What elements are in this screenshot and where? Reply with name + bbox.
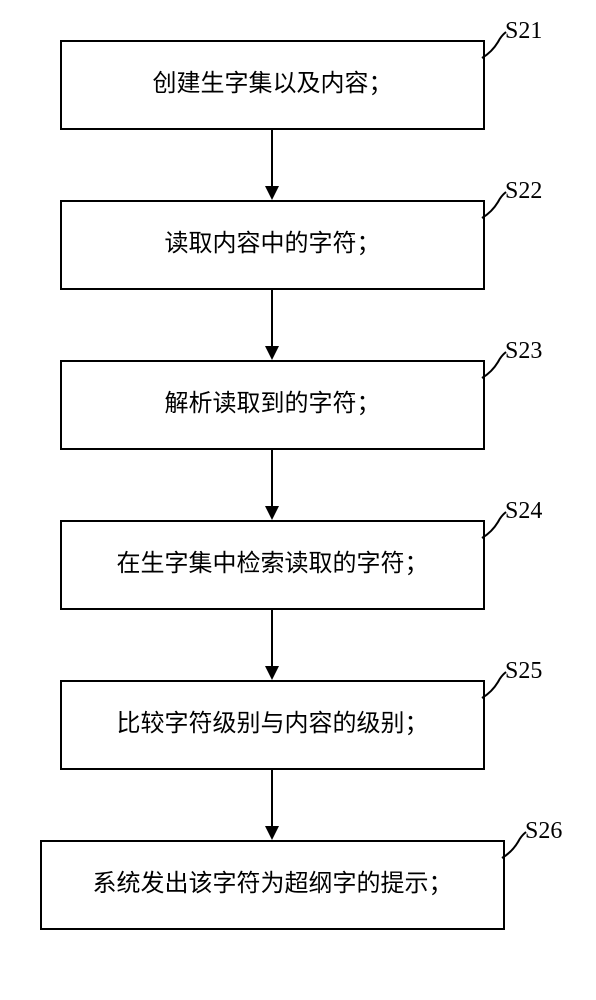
step-text-s22: 读取内容中的字符； [165, 229, 381, 260]
step-label-s23: S23 [505, 338, 542, 365]
arrow-line-3 [271, 610, 273, 666]
step-box-s26: 系统发出该字符为超纲字的提示； [40, 840, 505, 930]
arrow-line-1 [271, 290, 273, 346]
step-box-s23: 解析读取到的字符； [60, 360, 485, 450]
arrow-head-0 [265, 186, 279, 200]
label-hook-s24 [480, 510, 510, 540]
step-text-s21: 创建生字集以及内容； [153, 69, 393, 100]
arrow-head-1 [265, 346, 279, 360]
step-text-s24: 在生字集中检索读取的字符； [117, 549, 429, 580]
arrow-head-2 [265, 506, 279, 520]
arrow-line-0 [271, 130, 273, 186]
step-label-s24: S24 [505, 498, 542, 525]
step-box-s24: 在生字集中检索读取的字符； [60, 520, 485, 610]
step-text-s23: 解析读取到的字符； [165, 389, 381, 420]
arrow-line-4 [271, 770, 273, 826]
step-label-s22: S22 [505, 178, 542, 205]
step-box-s21: 创建生字集以及内容； [60, 40, 485, 130]
label-hook-s21 [480, 30, 510, 60]
label-hook-s26 [500, 830, 530, 860]
arrow-head-3 [265, 666, 279, 680]
step-label-s21: S21 [505, 18, 542, 45]
step-label-s25: S25 [505, 658, 542, 685]
label-hook-s25 [480, 670, 510, 700]
step-text-s25: 比较字符级别与内容的级别； [117, 709, 429, 740]
arrow-line-2 [271, 450, 273, 506]
step-label-s26: S26 [525, 818, 562, 845]
flowchart-container: 创建生字集以及内容； S21 读取内容中的字符； S22 解析读取到的字符； S23 在生字… [0, 0, 596, 1000]
label-hook-s22 [480, 190, 510, 220]
label-hook-s23 [480, 350, 510, 380]
step-text-s26: 系统发出该字符为超纲字的提示； [93, 869, 453, 900]
arrow-head-4 [265, 826, 279, 840]
step-box-s25: 比较字符级别与内容的级别； [60, 680, 485, 770]
step-box-s22: 读取内容中的字符； [60, 200, 485, 290]
